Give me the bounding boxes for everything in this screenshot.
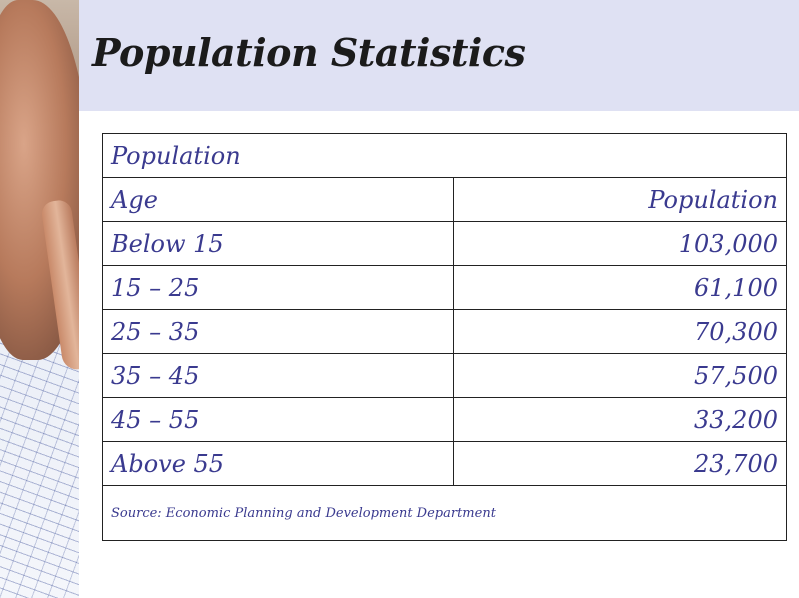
age-cell: 15 – 25	[102, 265, 454, 310]
age-cell: 45 – 55	[102, 397, 454, 442]
source-note: Source: Economic Planning and Developmen…	[102, 485, 787, 541]
table-row: Above 55 23,700	[102, 441, 787, 486]
age-cell: Above 55	[102, 441, 454, 486]
table-row: 15 – 25 61,100	[102, 265, 787, 310]
header-population: Population	[453, 177, 787, 222]
hand-blueprint-photo	[0, 0, 79, 598]
table-row: 35 – 45 57,500	[102, 353, 787, 398]
age-cell: 25 – 35	[102, 309, 454, 354]
table-header-row: Age Population	[102, 177, 787, 222]
table-source-row: Source: Economic Planning and Developmen…	[102, 485, 787, 541]
population-cell: 57,500	[453, 353, 787, 398]
slide-title: Population Statistics	[92, 30, 526, 75]
population-cell: 103,000	[453, 221, 787, 266]
table-caption: Population	[102, 133, 787, 178]
population-cell: 23,700	[453, 441, 787, 486]
table-row: Below 15 103,000	[102, 221, 787, 266]
title-band	[79, 0, 799, 111]
header-age: Age	[102, 177, 454, 222]
table-caption-row: Population	[102, 133, 787, 178]
table-row: 25 – 35 70,300	[102, 309, 787, 354]
population-cell: 70,300	[453, 309, 787, 354]
age-cell: Below 15	[102, 221, 454, 266]
population-table: Population Age Population Below 15 103,0…	[102, 133, 787, 541]
age-cell: 35 – 45	[102, 353, 454, 398]
population-cell: 61,100	[453, 265, 787, 310]
table-row: 45 – 55 33,200	[102, 397, 787, 442]
population-cell: 33,200	[453, 397, 787, 442]
